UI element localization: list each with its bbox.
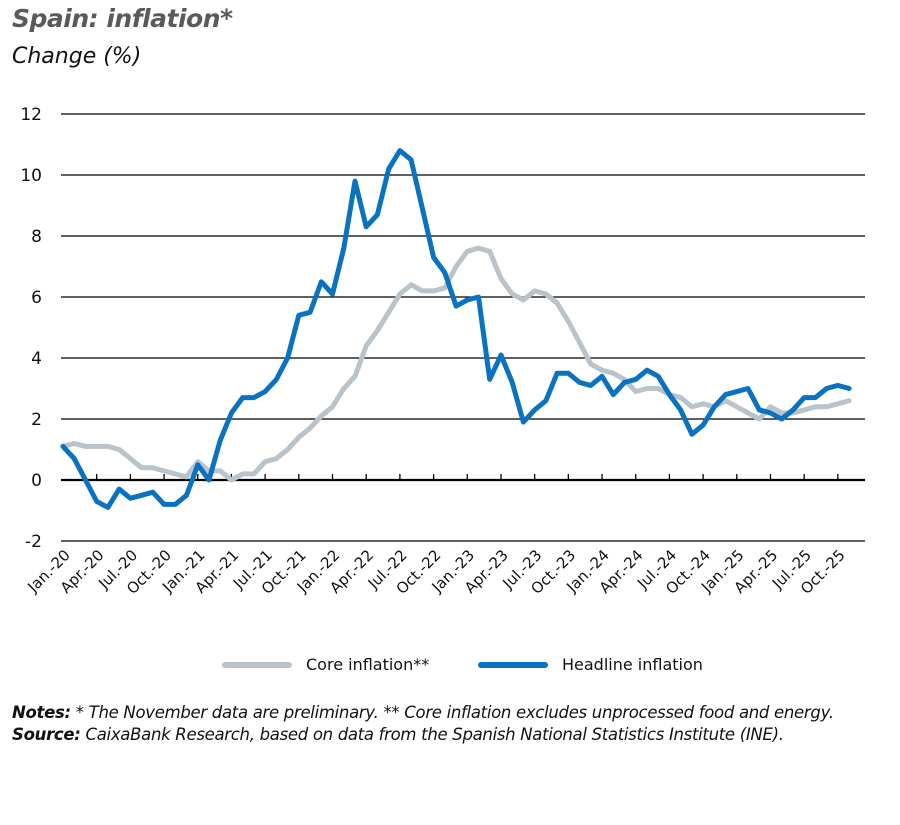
legend-item-core: Core inflation** <box>222 655 429 674</box>
headline-inflation-line <box>60 148 852 510</box>
gridlines <box>61 113 865 542</box>
chart-subtitle: Change (%) <box>12 44 142 69</box>
y-tick-label: 0 <box>31 471 42 491</box>
headline-inflation-swatch <box>478 661 548 668</box>
legend-label-headline: Headline inflation <box>562 655 703 674</box>
source-line: Source: CaixaBank Research, based on dat… <box>12 724 892 746</box>
y-axis: -2 0 2 4 6 8 10 12 <box>20 105 42 552</box>
source-label: Source: <box>12 725 81 744</box>
notes-line: Notes: * The November data are prelimina… <box>12 702 892 724</box>
y-tick-label: 12 <box>20 105 42 125</box>
legend-label-core: Core inflation** <box>306 655 430 674</box>
source-text: CaixaBank Research, based on data from t… <box>80 725 784 744</box>
y-tick-label: 8 <box>31 227 42 247</box>
y-tick-label: 6 <box>31 288 42 308</box>
core-inflation-line <box>60 245 852 483</box>
notes-label: Notes: <box>12 703 71 722</box>
legend-item-headline: Headline inflation <box>478 655 703 674</box>
series-lines <box>60 148 852 510</box>
y-tick-label: 10 <box>20 166 42 186</box>
chart-notes: Notes: * The November data are prelimina… <box>12 702 892 746</box>
legend: Core inflation** Headline inflation <box>0 655 900 679</box>
notes-text: * The November data are preliminary. ** … <box>70 703 834 722</box>
chart-title: Spain: inflation* <box>12 4 233 33</box>
y-tick-label: 4 <box>31 349 42 369</box>
y-tick-label: 2 <box>31 410 42 430</box>
core-inflation-swatch <box>222 661 292 668</box>
y-tick-label: -2 <box>25 532 42 552</box>
